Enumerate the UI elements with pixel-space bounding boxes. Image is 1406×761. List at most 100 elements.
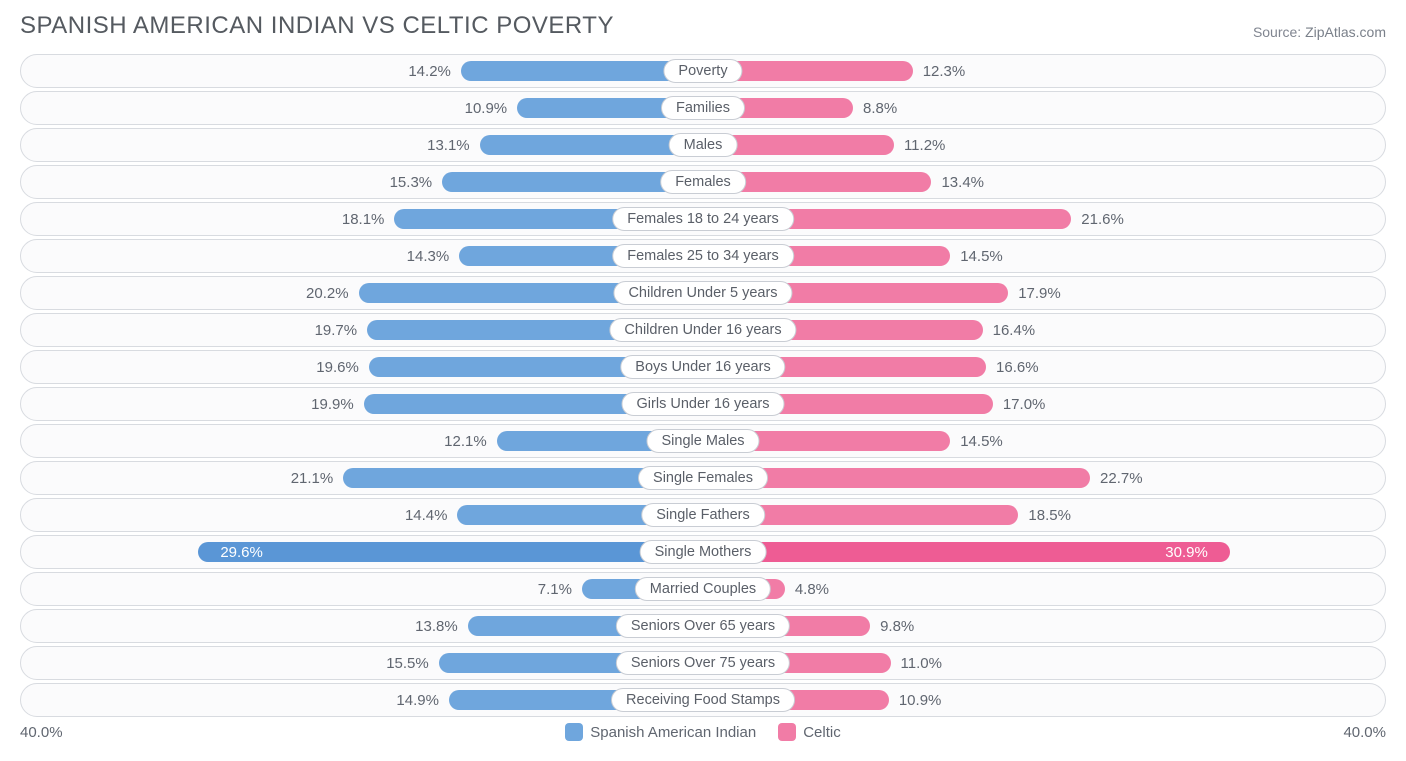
right-half: 16.4% xyxy=(703,314,1385,346)
chart-row: 12.1% 14.5% Single Males xyxy=(20,424,1386,458)
right-value: 4.8% xyxy=(785,581,839,598)
left-value: 14.4% xyxy=(395,507,458,524)
chart-row: 21.1% 22.7% Single Females xyxy=(20,461,1386,495)
left-value: 10.9% xyxy=(455,100,518,117)
left-value: 20.2% xyxy=(296,285,359,302)
chart-row: 14.4% 18.5% Single Fathers xyxy=(20,498,1386,532)
chart-row: 10.9%8.8%Families xyxy=(20,91,1386,125)
chart-row: 13.8% 9.8% Seniors Over 65 years xyxy=(20,609,1386,643)
left-half: 7.1% xyxy=(21,573,703,605)
right-value: 30.9% xyxy=(1155,544,1218,561)
left-half: 20.2% xyxy=(21,277,703,309)
chart-row: 14.2% 12.3%Poverty xyxy=(20,54,1386,88)
chart-row: 20.2% 17.9% Children Under 5 years xyxy=(20,276,1386,310)
chart-row: 19.9%17.0%Girls Under 16 years xyxy=(20,387,1386,421)
left-half: 29.6% xyxy=(21,536,703,568)
category-label: Females 18 to 24 years xyxy=(612,207,794,231)
chart-row: 15.3% 13.4% Females xyxy=(20,165,1386,199)
left-half: 15.5% xyxy=(21,647,703,679)
right-half: 11.0% xyxy=(703,647,1385,679)
left-half: 14.4% xyxy=(21,499,703,531)
left-half: 19.9% xyxy=(21,388,703,420)
right-half: 13.4% xyxy=(703,166,1385,198)
right-value: 13.4% xyxy=(931,174,994,191)
legend-item-right: Celtic xyxy=(778,723,841,741)
left-value: 13.8% xyxy=(405,618,468,635)
category-label: Females xyxy=(660,170,746,194)
left-value: 21.1% xyxy=(281,470,344,487)
right-half: 10.9% xyxy=(703,684,1385,716)
category-label: Poverty xyxy=(663,59,742,83)
left-half: 13.8% xyxy=(21,610,703,642)
left-half: 14.2% xyxy=(21,55,703,87)
right-half: 11.2% xyxy=(703,129,1385,161)
legend-item-left: Spanish American Indian xyxy=(565,723,756,741)
category-label: Single Females xyxy=(638,466,768,490)
right-half: 4.8% xyxy=(703,573,1385,605)
legend: Spanish American Indian Celtic xyxy=(565,723,840,741)
legend-swatch-left xyxy=(565,723,583,741)
left-value: 14.9% xyxy=(386,692,449,709)
left-half: 14.3% xyxy=(21,240,703,272)
left-value: 19.6% xyxy=(306,359,369,376)
category-label: Seniors Over 65 years xyxy=(616,614,790,638)
left-bar: 29.6% xyxy=(198,542,703,562)
chart-header: SPANISH AMERICAN INDIAN VS CELTIC POVERT… xyxy=(20,12,1386,40)
diverging-bar-chart: 14.2%12.3%Poverty10.9%8.8%Families13.1%1… xyxy=(20,54,1386,717)
right-value: 17.9% xyxy=(1008,285,1071,302)
left-half: 19.6% xyxy=(21,351,703,383)
left-value: 13.1% xyxy=(417,137,480,154)
left-value: 15.5% xyxy=(376,655,439,672)
source-prefix: Source: xyxy=(1253,24,1301,40)
left-half: 10.9% xyxy=(21,92,703,124)
right-value: 21.6% xyxy=(1071,211,1134,228)
right-half: 8.8% xyxy=(703,92,1385,124)
right-value: 16.6% xyxy=(986,359,1049,376)
right-half: 14.5% xyxy=(703,240,1385,272)
axis-max-right: 40.0% xyxy=(1343,724,1386,741)
right-value: 9.8% xyxy=(870,618,924,635)
left-value: 14.2% xyxy=(398,63,461,80)
right-value: 18.5% xyxy=(1018,507,1081,524)
axis-max-left: 40.0% xyxy=(20,724,63,741)
right-half: 12.3% xyxy=(703,55,1385,87)
category-label: Boys Under 16 years xyxy=(620,355,785,379)
source-link[interactable]: ZipAtlas.com xyxy=(1305,24,1386,40)
right-value: 11.2% xyxy=(894,137,955,154)
category-label: Children Under 16 years xyxy=(609,318,796,342)
left-half: 12.1% xyxy=(21,425,703,457)
chart-row: 18.1% 21.6% Females 18 to 24 years xyxy=(20,202,1386,236)
right-half: 17.0% xyxy=(703,388,1385,420)
right-half: 17.9% xyxy=(703,277,1385,309)
left-value: 14.3% xyxy=(397,248,460,265)
chart-row: 14.3%14.5%Females 25 to 34 years xyxy=(20,239,1386,273)
right-value: 14.5% xyxy=(950,433,1013,450)
legend-label-right: Celtic xyxy=(803,724,841,741)
category-label: Single Males xyxy=(646,429,759,453)
chart-row: 19.7%16.4%Children Under 16 years xyxy=(20,313,1386,347)
right-half: 22.7% xyxy=(703,462,1385,494)
chart-row: 29.6% 30.9% Single Mothers xyxy=(20,535,1386,569)
chart-row: 15.5%11.0%Seniors Over 75 years xyxy=(20,646,1386,680)
left-half: 13.1% xyxy=(21,129,703,161)
chart-row: 7.1%4.8%Married Couples xyxy=(20,572,1386,606)
right-value: 14.5% xyxy=(950,248,1013,265)
right-value: 8.8% xyxy=(853,100,907,117)
right-half: 21.6% xyxy=(703,203,1385,235)
right-value: 11.0% xyxy=(891,655,952,672)
legend-swatch-right xyxy=(778,723,796,741)
right-half: 9.8% xyxy=(703,610,1385,642)
category-label: Receiving Food Stamps xyxy=(611,688,795,712)
category-label: Males xyxy=(669,133,738,157)
left-half: 14.9% xyxy=(21,684,703,716)
right-value: 22.7% xyxy=(1090,470,1153,487)
category-label: Children Under 5 years xyxy=(613,281,792,305)
right-bar: 30.9% xyxy=(703,542,1230,562)
category-label: Single Mothers xyxy=(640,540,767,564)
category-label: Single Fathers xyxy=(641,503,765,527)
right-half: 16.6% xyxy=(703,351,1385,383)
right-value: 16.4% xyxy=(983,322,1046,339)
chart-row: 13.1% 11.2% Males xyxy=(20,128,1386,162)
left-value: 18.1% xyxy=(332,211,395,228)
left-half: 15.3% xyxy=(21,166,703,198)
